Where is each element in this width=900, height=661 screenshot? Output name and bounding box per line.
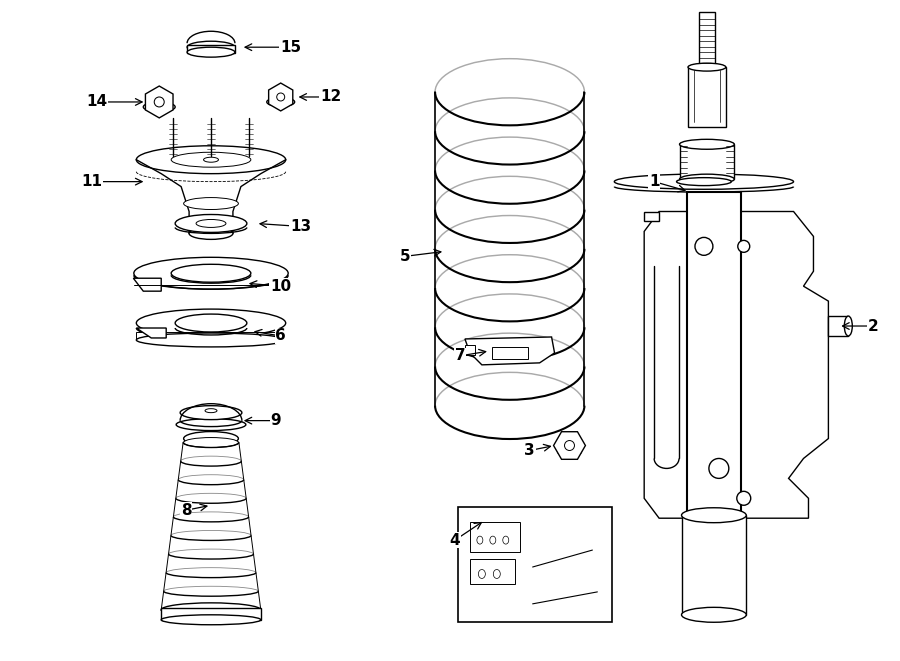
Bar — [470, 559, 515, 584]
Ellipse shape — [503, 536, 508, 544]
Bar — [136, 332, 285, 340]
Ellipse shape — [154, 97, 164, 107]
Text: 4: 4 — [450, 533, 460, 547]
Ellipse shape — [187, 47, 235, 57]
Polygon shape — [268, 83, 292, 111]
Bar — [465, 345, 475, 355]
Text: 11: 11 — [81, 174, 102, 189]
Text: 8: 8 — [181, 503, 192, 518]
Bar — [680, 144, 734, 179]
Ellipse shape — [176, 418, 246, 430]
Text: 9: 9 — [270, 413, 281, 428]
Polygon shape — [644, 212, 828, 518]
Text: 2: 2 — [868, 319, 878, 334]
Ellipse shape — [171, 264, 251, 282]
Ellipse shape — [136, 309, 285, 337]
Polygon shape — [136, 328, 166, 338]
Text: 3: 3 — [525, 443, 535, 458]
Ellipse shape — [176, 214, 247, 233]
Ellipse shape — [677, 178, 732, 186]
Bar — [458, 507, 612, 622]
Bar — [681, 515, 746, 615]
Ellipse shape — [681, 508, 746, 523]
Ellipse shape — [161, 615, 261, 625]
Polygon shape — [554, 432, 585, 459]
Ellipse shape — [844, 316, 852, 336]
Polygon shape — [146, 86, 173, 118]
Ellipse shape — [134, 257, 288, 289]
Ellipse shape — [564, 440, 574, 451]
Text: 10: 10 — [270, 279, 292, 293]
Polygon shape — [133, 278, 161, 291]
Ellipse shape — [615, 174, 794, 189]
Ellipse shape — [695, 237, 713, 255]
Ellipse shape — [493, 570, 500, 578]
Text: 12: 12 — [320, 89, 341, 104]
Bar — [187, 45, 235, 53]
Ellipse shape — [136, 146, 285, 174]
Text: 6: 6 — [275, 329, 286, 344]
Ellipse shape — [136, 333, 285, 347]
Polygon shape — [644, 212, 659, 221]
Text: 1: 1 — [649, 174, 660, 189]
Ellipse shape — [681, 607, 746, 622]
Ellipse shape — [143, 102, 176, 112]
Ellipse shape — [176, 314, 247, 332]
Bar — [828, 316, 849, 336]
Ellipse shape — [266, 97, 294, 106]
Ellipse shape — [709, 459, 729, 479]
Ellipse shape — [688, 63, 725, 71]
Text: 13: 13 — [290, 219, 311, 234]
Text: 14: 14 — [86, 95, 107, 110]
Ellipse shape — [205, 408, 217, 412]
Ellipse shape — [479, 570, 485, 578]
Bar — [688, 67, 725, 127]
Bar — [699, 13, 715, 67]
Ellipse shape — [161, 603, 261, 617]
Bar — [687, 192, 742, 555]
Bar — [470, 522, 519, 552]
Ellipse shape — [276, 93, 284, 101]
Ellipse shape — [171, 152, 251, 167]
Ellipse shape — [737, 491, 751, 505]
Polygon shape — [465, 337, 554, 365]
Ellipse shape — [187, 41, 235, 53]
Ellipse shape — [477, 536, 483, 544]
Ellipse shape — [203, 157, 219, 162]
Ellipse shape — [490, 536, 496, 544]
Bar — [491, 347, 527, 359]
Ellipse shape — [557, 447, 581, 457]
Ellipse shape — [184, 432, 239, 446]
Ellipse shape — [184, 438, 239, 447]
Text: 5: 5 — [400, 249, 410, 264]
Ellipse shape — [680, 174, 734, 184]
Ellipse shape — [180, 406, 242, 420]
Ellipse shape — [680, 139, 734, 149]
Ellipse shape — [189, 227, 233, 239]
Text: 7: 7 — [454, 348, 465, 364]
Bar — [161, 608, 261, 620]
Text: 15: 15 — [280, 40, 302, 55]
Ellipse shape — [738, 241, 750, 253]
Ellipse shape — [184, 198, 239, 210]
Ellipse shape — [196, 219, 226, 227]
